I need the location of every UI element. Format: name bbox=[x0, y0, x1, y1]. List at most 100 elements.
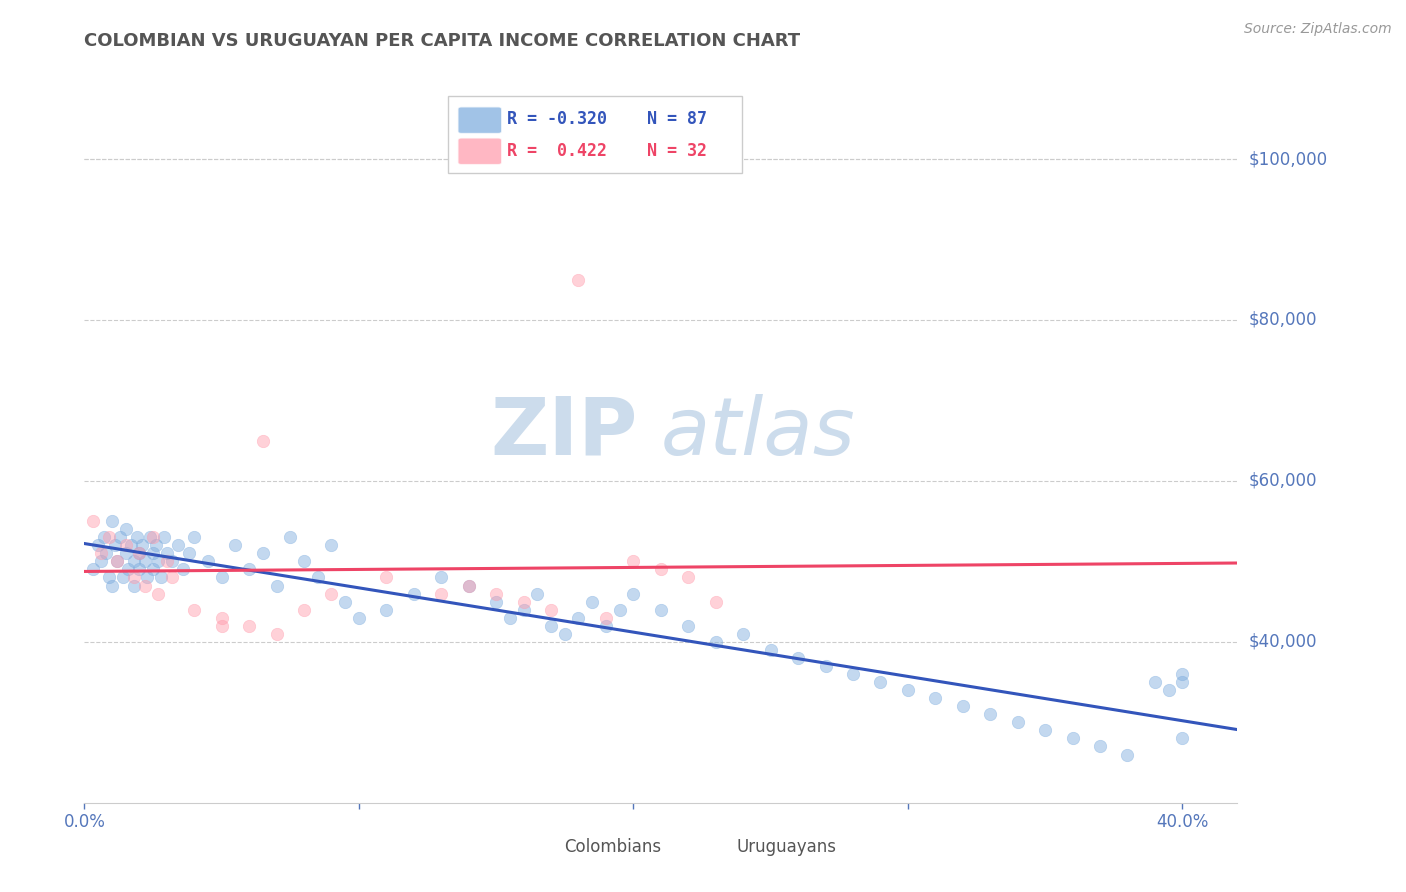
Point bbox=[1007, 715, 1029, 730]
Point bbox=[1033, 723, 1056, 738]
Text: ZIP: ZIP bbox=[491, 393, 638, 472]
Point bbox=[211, 570, 233, 584]
Point bbox=[621, 554, 644, 568]
Point bbox=[87, 538, 110, 552]
Point bbox=[266, 627, 288, 641]
Point bbox=[1088, 739, 1111, 754]
Point bbox=[114, 522, 136, 536]
Point bbox=[142, 546, 165, 560]
Point bbox=[621, 586, 644, 600]
Point bbox=[787, 651, 810, 665]
Text: Source: ZipAtlas.com: Source: ZipAtlas.com bbox=[1244, 22, 1392, 37]
Point bbox=[125, 530, 148, 544]
Point bbox=[90, 546, 112, 560]
Point bbox=[103, 538, 125, 552]
Point bbox=[567, 273, 589, 287]
Point bbox=[321, 538, 343, 552]
Point bbox=[292, 602, 315, 616]
Point bbox=[98, 570, 121, 584]
Point bbox=[224, 538, 246, 552]
Point bbox=[160, 570, 183, 584]
Point bbox=[252, 546, 274, 560]
Point bbox=[292, 554, 315, 568]
Point bbox=[704, 635, 727, 649]
Point bbox=[554, 627, 576, 641]
Point bbox=[238, 562, 260, 576]
Point bbox=[114, 538, 136, 552]
Point bbox=[650, 602, 672, 616]
Point bbox=[650, 562, 672, 576]
Point bbox=[485, 594, 508, 608]
Point bbox=[321, 586, 343, 600]
Point bbox=[278, 530, 301, 544]
Point bbox=[526, 586, 548, 600]
Point bbox=[842, 667, 865, 681]
Point bbox=[93, 530, 115, 544]
Point bbox=[148, 586, 170, 600]
Point bbox=[567, 611, 589, 625]
Point bbox=[540, 619, 562, 633]
Point bbox=[148, 554, 170, 568]
Point bbox=[814, 659, 837, 673]
Point bbox=[595, 619, 617, 633]
Point bbox=[1171, 675, 1194, 690]
Text: Colombians: Colombians bbox=[564, 838, 661, 856]
Point bbox=[499, 611, 522, 625]
Point bbox=[402, 586, 425, 600]
Point bbox=[375, 570, 398, 584]
Point bbox=[1171, 667, 1194, 681]
Text: $40,000: $40,000 bbox=[1249, 632, 1317, 651]
Point bbox=[211, 619, 233, 633]
Text: Uruguayans: Uruguayans bbox=[737, 838, 837, 856]
Point bbox=[136, 570, 159, 584]
Point bbox=[82, 562, 104, 576]
Point bbox=[1157, 683, 1180, 698]
Point bbox=[609, 602, 631, 616]
Point bbox=[704, 594, 727, 608]
FancyBboxPatch shape bbox=[458, 107, 502, 134]
Point bbox=[1062, 731, 1084, 746]
Point bbox=[540, 602, 562, 616]
Text: R =  0.422    N = 32: R = 0.422 N = 32 bbox=[508, 142, 707, 160]
Point bbox=[211, 611, 233, 625]
Point bbox=[114, 546, 136, 560]
Point bbox=[142, 562, 165, 576]
Text: $60,000: $60,000 bbox=[1249, 472, 1317, 490]
Point bbox=[90, 554, 112, 568]
Point bbox=[759, 643, 782, 657]
Point bbox=[160, 554, 183, 568]
Point bbox=[869, 675, 891, 690]
FancyBboxPatch shape bbox=[693, 836, 733, 857]
Point bbox=[150, 570, 173, 584]
Point bbox=[98, 530, 121, 544]
FancyBboxPatch shape bbox=[447, 95, 741, 173]
Text: R = -0.320    N = 87: R = -0.320 N = 87 bbox=[508, 111, 707, 128]
Point bbox=[142, 530, 165, 544]
Text: $80,000: $80,000 bbox=[1249, 311, 1317, 329]
Point bbox=[134, 554, 156, 568]
Point bbox=[197, 554, 219, 568]
Point bbox=[581, 594, 603, 608]
Point bbox=[333, 594, 356, 608]
Point bbox=[166, 538, 188, 552]
Point bbox=[678, 570, 700, 584]
Point bbox=[122, 554, 145, 568]
Point bbox=[139, 530, 162, 544]
FancyBboxPatch shape bbox=[520, 836, 560, 857]
Point bbox=[266, 578, 288, 592]
Point bbox=[177, 546, 200, 560]
Point bbox=[1171, 731, 1194, 746]
Text: $100,000: $100,000 bbox=[1249, 150, 1327, 168]
Point bbox=[183, 602, 205, 616]
Point bbox=[131, 538, 153, 552]
Text: atlas: atlas bbox=[661, 393, 856, 472]
Point bbox=[111, 570, 134, 584]
Point bbox=[105, 554, 128, 568]
Point bbox=[733, 627, 755, 641]
Point bbox=[897, 683, 920, 698]
Point bbox=[457, 578, 479, 592]
Point bbox=[485, 586, 508, 600]
Point bbox=[1116, 747, 1139, 762]
Point bbox=[952, 699, 974, 714]
Point bbox=[375, 602, 398, 616]
